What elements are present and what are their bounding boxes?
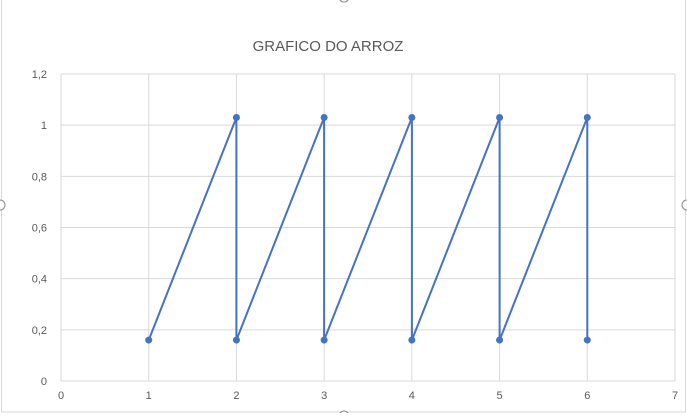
y-tick-label: 0,6 (32, 223, 47, 235)
x-tick-label: 1 (146, 390, 152, 402)
x-tick-label: 3 (321, 390, 327, 402)
data-point (496, 113, 504, 121)
series-line (147, 116, 589, 342)
data-point (232, 113, 240, 121)
data-point (408, 113, 416, 121)
x-tick-label: 7 (672, 390, 678, 402)
x-tick-label: 0 (58, 390, 64, 402)
data-point (408, 336, 416, 344)
y-tick-label: 0 (41, 376, 47, 388)
y-tick-label: 0,8 (32, 171, 47, 183)
resize-handle-top[interactable] (339, 0, 349, 3)
resize-handle-left[interactable] (0, 199, 6, 211)
x-tick-label: 2 (233, 390, 239, 402)
y-tick-label: 0,2 (32, 325, 47, 337)
y-axis-tick-labels: 0 0,2 0,4 0,6 0,8 1 1,2 (32, 69, 47, 388)
y-tick-label: 0,4 (32, 274, 47, 286)
data-point (145, 336, 153, 344)
data-point (583, 113, 591, 121)
data-point (320, 336, 328, 344)
x-tick-label: 5 (497, 390, 503, 402)
data-point (320, 113, 328, 121)
y-tick-label: 1,2 (32, 69, 47, 81)
resize-handle-right[interactable] (681, 199, 687, 211)
y-tick-label: 1 (41, 120, 47, 132)
data-point (232, 336, 240, 344)
plot-series (145, 113, 591, 344)
axes (60, 74, 675, 382)
data-point (583, 336, 591, 344)
x-tick-label: 4 (409, 390, 415, 402)
x-tick-label: 6 (584, 390, 590, 402)
x-axis-tick-labels: 0 1 2 3 4 5 6 7 (58, 390, 678, 402)
chart-title: GRAFICO DO ARROZ (253, 38, 404, 55)
data-point (496, 336, 504, 344)
